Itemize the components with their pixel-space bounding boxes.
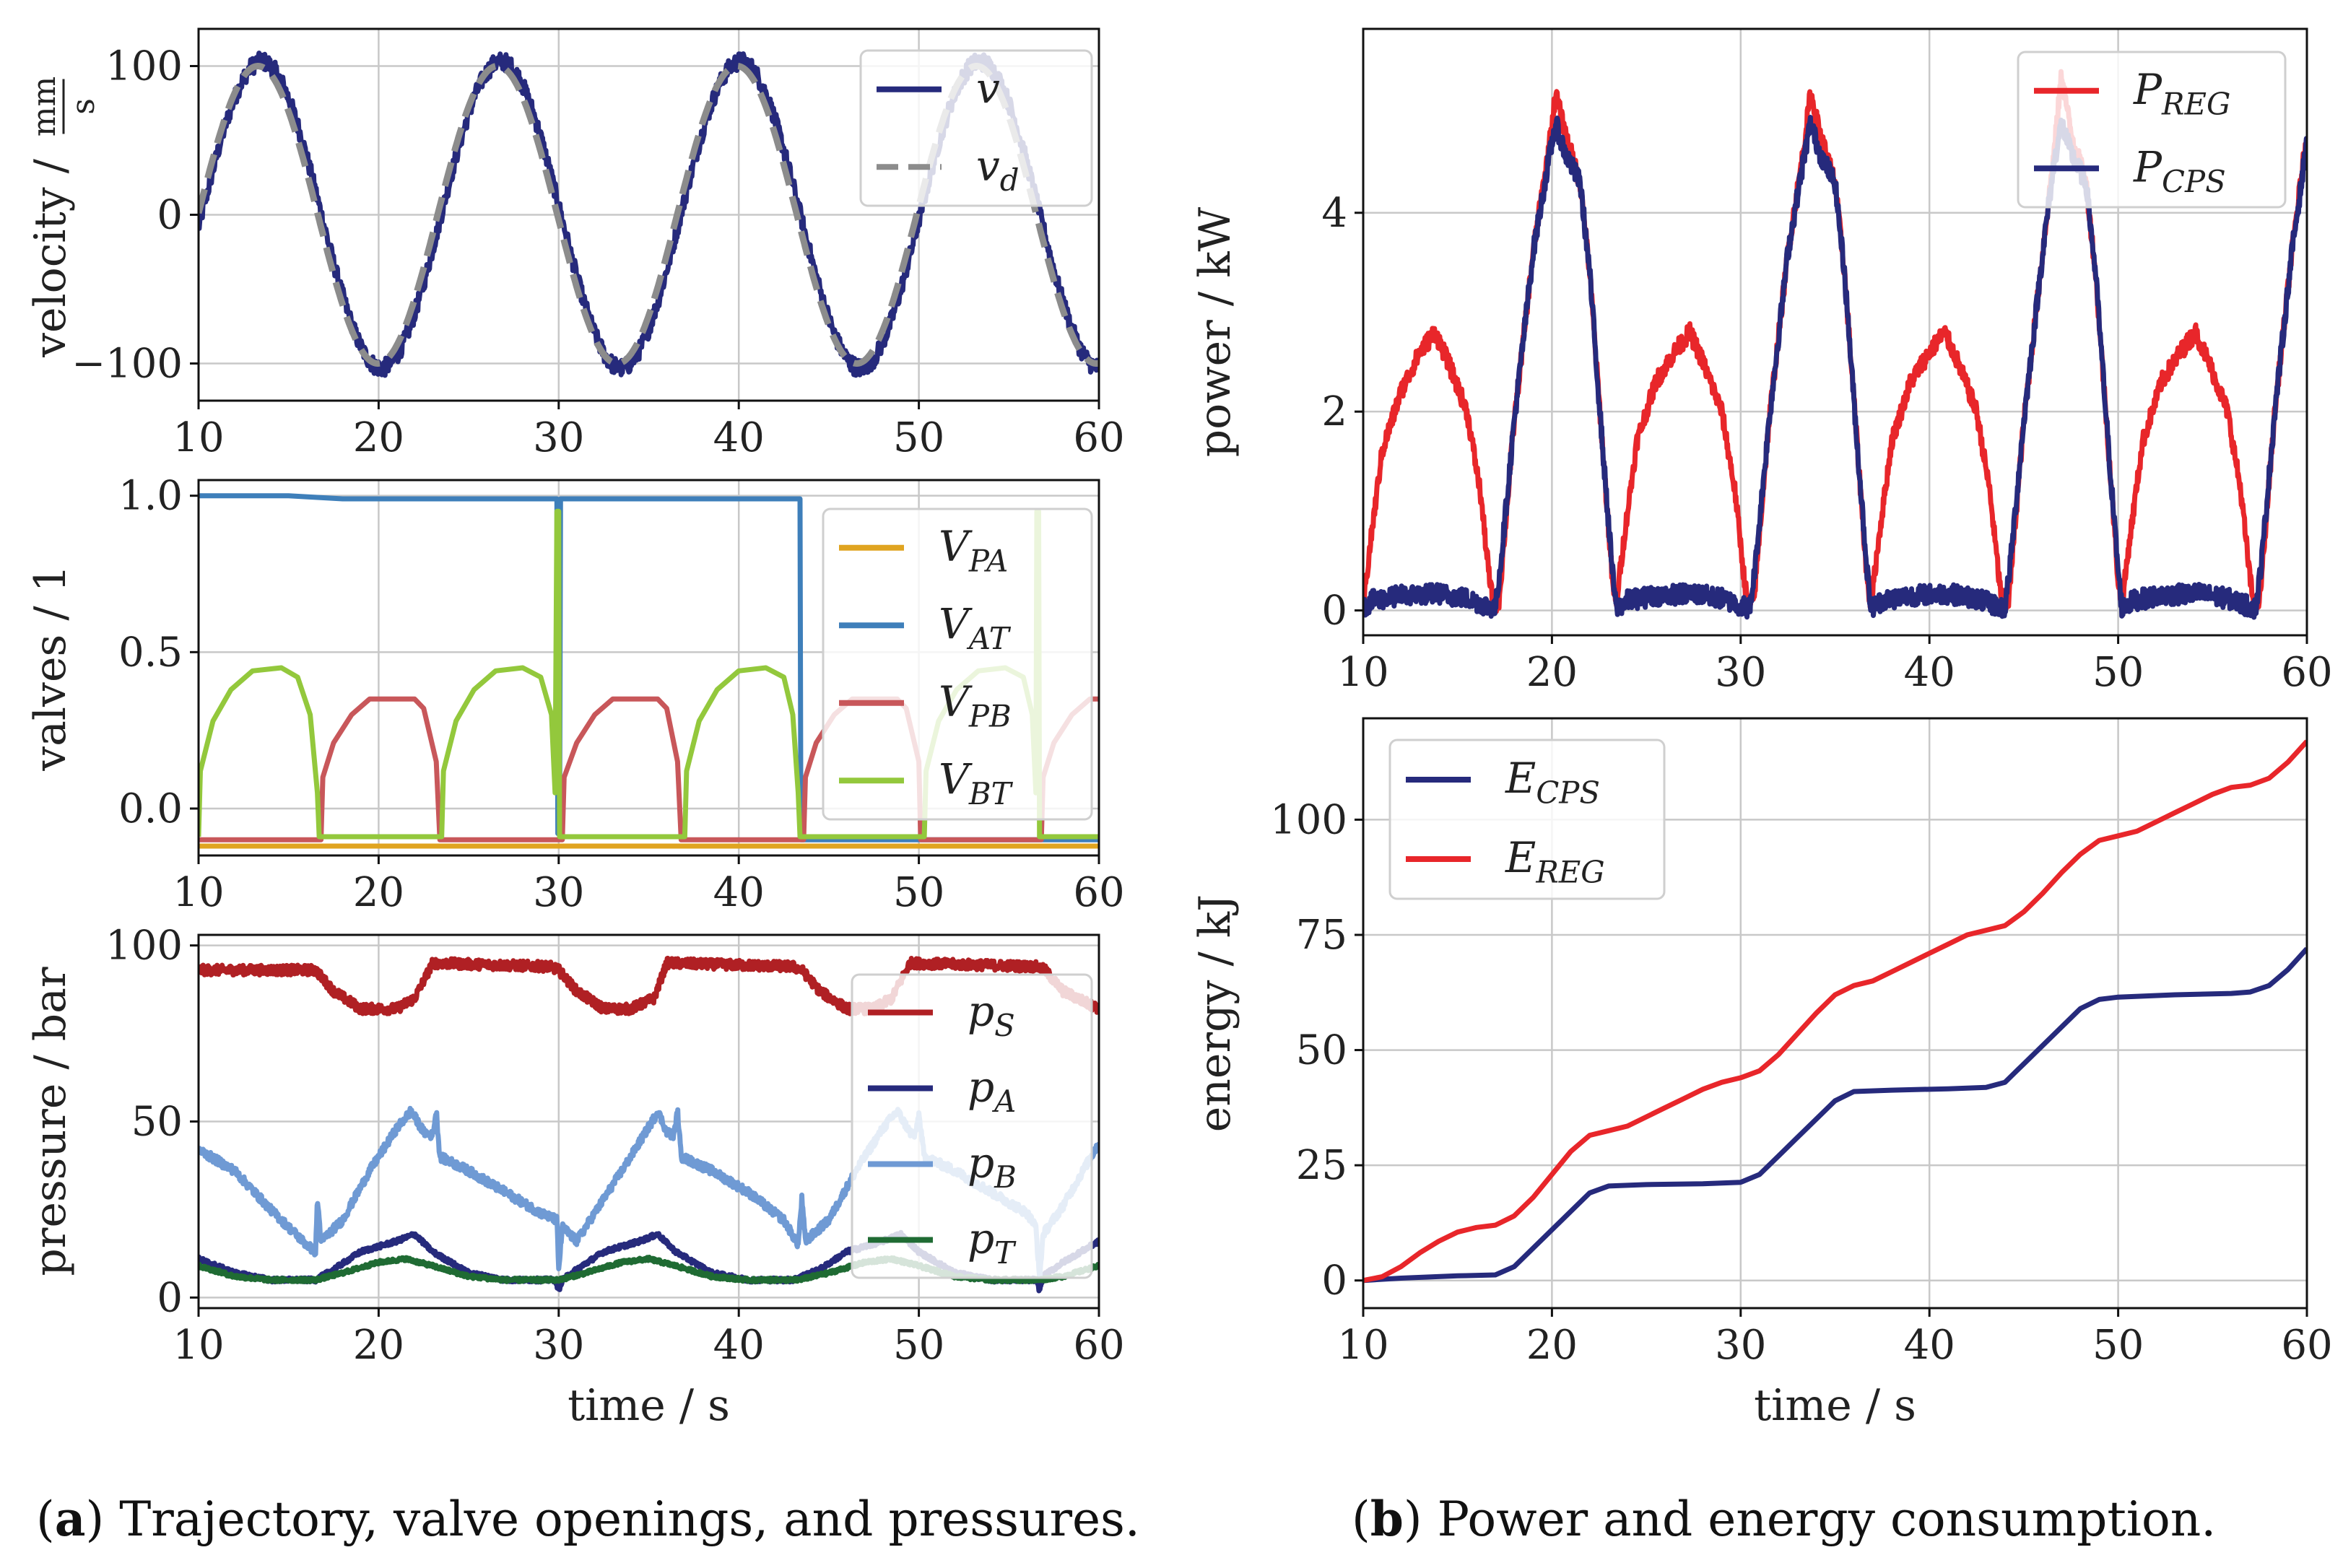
- pressure-xtick-label-2: 30: [533, 1322, 584, 1369]
- valves-xtick-label-5: 60: [1073, 869, 1124, 916]
- svg-text:mm: mm: [26, 77, 63, 136]
- pressure-ytick-label-2: 100: [105, 923, 183, 970]
- pressure-ylabel: pressure / bar: [25, 967, 76, 1276]
- power-xtick-label-2: 30: [1715, 649, 1766, 696]
- power-series-P_CPS: [1363, 115, 2307, 620]
- valves-legend-label-0: VPA: [939, 522, 1008, 579]
- valves-legend-label-1: VAT: [939, 599, 1012, 656]
- pressure-ytick-label-1: 50: [131, 1099, 183, 1146]
- valves-axes-frame: [197, 479, 1100, 857]
- velocity-chart: 10 20 30 40 50 60 −100 0 100 velocity / mm s v vd: [25, 27, 1125, 461]
- power-ylabel: power / kW: [1190, 206, 1240, 457]
- power-legend-label-1: PCPS: [2133, 142, 2226, 199]
- pressure-legend-label-3: pT: [968, 1214, 1017, 1271]
- pressure-legend-label-0: pS: [968, 987, 1015, 1044]
- valves-ytick-label-2: 1.0: [118, 473, 183, 520]
- valves-ytick-label-0: 0.0: [118, 785, 183, 832]
- valves-xtick-label-4: 50: [893, 869, 944, 916]
- velocity-xtick-label-5: 60: [1073, 414, 1124, 461]
- pressure-series-p_S: [199, 955, 1099, 1016]
- velocity-xtick-label-0: 10: [173, 414, 224, 461]
- energy-ytick-label-0: 0: [1321, 1258, 1347, 1305]
- energy-series-E_REG: [1363, 739, 2307, 1284]
- pressure-xtick-label-5: 60: [1073, 1322, 1124, 1369]
- valves-legend-label-3: VBT: [939, 754, 1014, 811]
- power-ytick-label-1: 2: [1321, 388, 1347, 435]
- power-legend-label-0: PREG: [2133, 65, 2230, 122]
- power-xtick-label-5: 60: [2281, 649, 2332, 696]
- valves-legend: VPA VAT VPB VBT: [822, 508, 1093, 821]
- power-chart: 10 20 30 40 50 60 0 2 4 power / kW PREG PCPS: [1190, 27, 2333, 696]
- caption-a-label: a: [54, 1491, 86, 1547]
- energy-chart: 10 20 30 40 50 60 0 25 50 75 100 energy / kJ time / …: [1190, 717, 2333, 1431]
- power-xtick-label-3: 40: [1904, 649, 1955, 696]
- caption-b: (b) Power and energy consumption.: [1352, 1491, 2217, 1547]
- caption-a: (a) Trajectory, valve openings, and pres…: [36, 1491, 1140, 1547]
- svg-text:s: s: [65, 98, 102, 115]
- velocity-legend-label-0: v: [976, 64, 1000, 113]
- energy-legend: ECPS EREG: [1388, 739, 1666, 900]
- velocity-xtick-label-3: 40: [713, 414, 765, 461]
- valves-legend-label-2: VPB: [939, 677, 1012, 734]
- velocity-ylabel: velocity /: [25, 158, 76, 358]
- valves-ytick-label-1: 0.5: [118, 629, 183, 676]
- power-xtick-label-0: 10: [1337, 649, 1388, 696]
- valves-xtick-label-3: 40: [713, 869, 765, 916]
- power-ytick-label-2: 4: [1321, 190, 1347, 237]
- pressure-chart: 10 20 30 40 50 60 0 50 100 pressure / bar time / s…: [25, 923, 1125, 1431]
- power-xtick-label-1: 20: [1526, 649, 1578, 696]
- energy-ylabel: energy / kJ: [1190, 894, 1240, 1132]
- power-axes-frame: [1362, 27, 2308, 637]
- valves-ylabel: valves / 1: [25, 565, 76, 772]
- velocity-series-v_d: [199, 63, 1099, 367]
- energy-xtick-label-3: 40: [1904, 1322, 1955, 1369]
- pressure-ytick-label-0: 0: [157, 1274, 183, 1321]
- velocity-ytick-label-1: 0: [157, 192, 183, 239]
- velocity-ylabel-fraction: mm s: [26, 77, 102, 136]
- energy-xtick-label-1: 20: [1526, 1322, 1578, 1369]
- velocity-xtick-label-4: 50: [893, 414, 944, 461]
- pressure-legend-label-1: pA: [968, 1063, 1016, 1120]
- energy-xtick-label-2: 30: [1715, 1322, 1766, 1369]
- pressure-legend-label-2: pB: [968, 1138, 1017, 1195]
- pressure-legend: pS pA pB pT: [851, 973, 1093, 1279]
- energy-ytick-label-1: 25: [1296, 1142, 1347, 1189]
- energy-ytick-label-4: 100: [1270, 796, 1347, 843]
- valves-chart: 10 20 30 40 50 60 0.0 0.5 1.0 valves / 1 VPA VAT VPB…: [25, 473, 1125, 916]
- valves-xtick-label-0: 10: [173, 869, 224, 916]
- power-legend: PREG PCPS: [2017, 51, 2287, 209]
- energy-ytick-label-2: 50: [1296, 1027, 1347, 1074]
- energy-xlabel: time / s: [1754, 1380, 1916, 1431]
- valves-xtick-label-1: 20: [353, 869, 404, 916]
- power-xtick-label-4: 50: [2092, 649, 2144, 696]
- energy-xtick-label-5: 60: [2281, 1322, 2332, 1369]
- power-ytick-label-0: 0: [1321, 588, 1347, 635]
- valves-xtick-label-2: 30: [533, 869, 584, 916]
- velocity-legend-label-1: vd: [976, 141, 1020, 198]
- pressure-xlabel: time / s: [568, 1380, 730, 1431]
- caption-b-text: Power and energy consumption.: [1437, 1491, 2217, 1547]
- energy-xtick-label-4: 50: [2092, 1322, 2144, 1369]
- pressure-xtick-label-4: 50: [893, 1322, 944, 1369]
- velocity-xtick-label-2: 30: [533, 414, 584, 461]
- velocity-ytick-label-0: −100: [71, 341, 183, 388]
- pressure-xtick-label-1: 20: [353, 1322, 404, 1369]
- energy-xtick-label-0: 10: [1337, 1322, 1388, 1369]
- caption-a-text: Trajectory, valve openings, and pressure…: [119, 1491, 1140, 1547]
- pressure-xtick-label-0: 10: [173, 1322, 224, 1369]
- energy-series-E_CPS: [1363, 946, 2307, 1284]
- energy-axes-frame: [1362, 717, 2308, 1310]
- velocity-legend: v vd: [859, 49, 1093, 207]
- energy-legend-label-1: EREG: [1505, 833, 1605, 890]
- velocity-xtick-label-1: 20: [353, 414, 404, 461]
- caption-b-label: b: [1370, 1491, 1404, 1547]
- pressure-xtick-label-3: 40: [713, 1322, 765, 1369]
- energy-legend-label-0: ECPS: [1505, 754, 1600, 811]
- energy-ytick-label-3: 75: [1296, 912, 1347, 959]
- velocity-ytick-label-2: 100: [105, 43, 183, 90]
- valves-series-V_PB: [199, 696, 1099, 842]
